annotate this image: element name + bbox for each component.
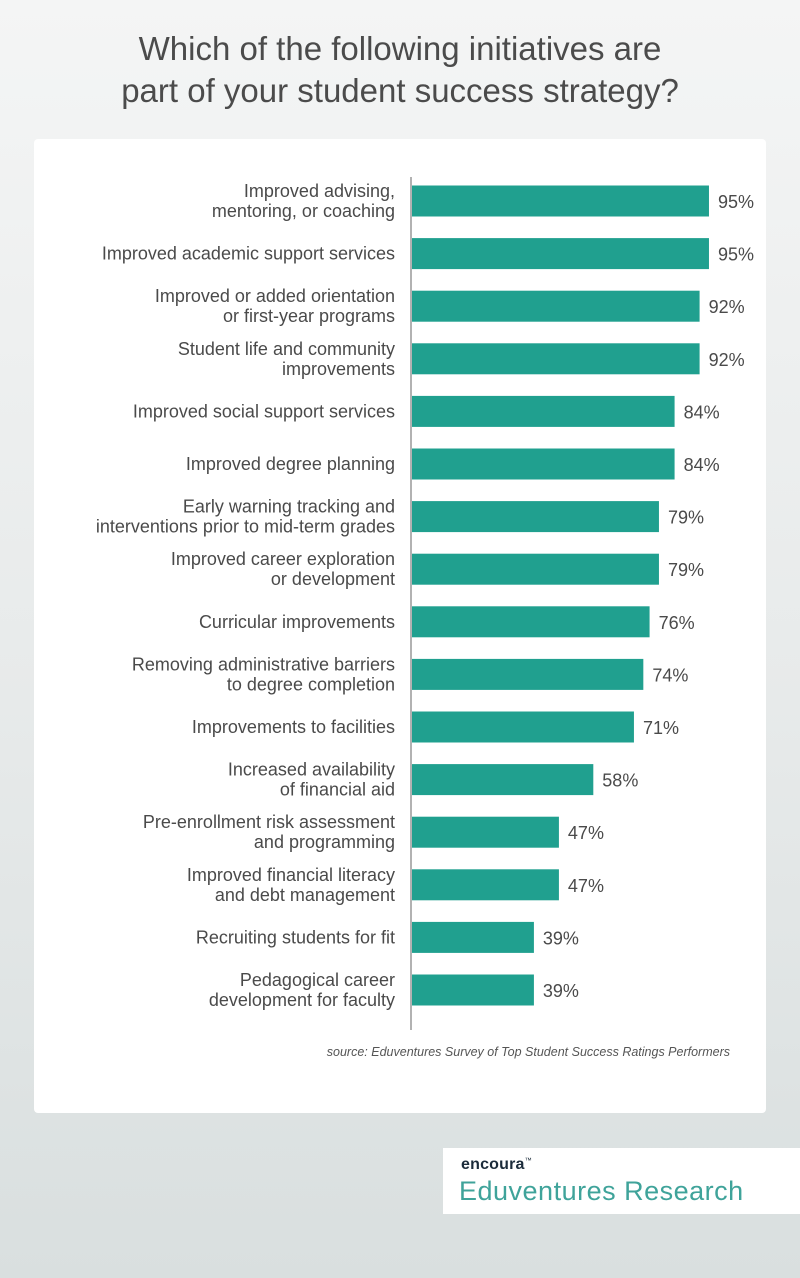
category-label-4-line-1: Student life and community (178, 339, 395, 359)
category-label-6-line-1: Improved degree planning (186, 454, 395, 474)
value-label-1: 95% (718, 192, 754, 212)
category-label-1: Improved advising, mentoring, or coaching (212, 181, 395, 221)
category-label-4-line-2: improvements (282, 359, 395, 379)
category-label-3-line-2: or first-year programs (223, 306, 395, 326)
bar-10 (412, 658, 644, 690)
category-label-16-line-1: Pedagogical career (240, 970, 395, 990)
value-label-16: 39% (543, 981, 579, 1001)
value-label-15: 39% (543, 928, 579, 948)
value-label-12: 58% (602, 771, 638, 791)
chart-title-line-1: Which of the following initiatives are (138, 30, 662, 67)
chart-title-line-2: part of your student success strategy? (121, 72, 679, 109)
category-label-7-line-2: interventions prior to mid-term grades (96, 517, 395, 537)
category-label-3-line-1: Improved or added orientation (155, 286, 395, 306)
category-label-2-line-1: Improved academic support services (102, 244, 395, 264)
category-label-16: Pedagogical career development for facult… (209, 970, 395, 1010)
bar-5 (412, 395, 675, 427)
category-label-16-line-2: development for faculty (209, 990, 395, 1010)
category-label-14-line-2: and debt management (215, 885, 395, 905)
category-label-7-line-1: Early warning tracking and (183, 497, 395, 517)
value-label-9: 76% (659, 613, 695, 633)
bar-3 (412, 290, 700, 322)
source-note: source: Eduventures Survey of Top Studen… (326, 1045, 730, 1059)
eduventures-research-name: Eduventures Research (459, 1176, 744, 1206)
category-label-8-line-2: or development (271, 569, 395, 589)
bar-8 (412, 553, 659, 585)
bar-11 (412, 711, 634, 743)
category-label-5-line-1: Improved social support services (133, 401, 395, 421)
value-label-14: 47% (568, 876, 604, 896)
category-label-2: Improved academic support services (102, 244, 395, 264)
category-label-12-line-2: of financial aid (280, 780, 395, 800)
category-label-15: Recruiting students for fit (196, 927, 395, 947)
category-label-8: Improved career exploration or developmen… (171, 549, 395, 589)
bar-9 (412, 606, 650, 638)
value-label-3: 92% (709, 297, 745, 317)
category-label-14: Improved financial literacy and debt mana… (187, 865, 395, 905)
bar-13 (412, 816, 559, 848)
category-label-7: Early warning tracking and interventions … (96, 497, 395, 537)
value-label-10: 74% (652, 665, 688, 685)
chart-title: Which of the following initiatives are p… (0, 28, 800, 112)
category-label-15-line-1: Recruiting students for fit (196, 927, 395, 947)
category-label-13-line-2: and programming (254, 832, 395, 852)
category-label-9: Curricular improvements (199, 612, 395, 632)
value-label-2: 95% (718, 245, 754, 265)
category-label-11-line-1: Improvements to facilities (192, 717, 395, 737)
encoura-wordmark-text: encoura (461, 1156, 525, 1173)
category-label-13-line-1: Pre-enrollment risk assessment (143, 812, 395, 832)
value-label-13: 47% (568, 823, 604, 843)
value-label-6: 84% (684, 455, 720, 475)
bar-7 (412, 501, 659, 533)
category-label-10-line-2: to degree completion (227, 674, 395, 694)
category-label-1-line-1: Improved advising, (244, 181, 395, 201)
value-label-7: 79% (668, 508, 704, 528)
category-label-12: Increased availability of financial aid (228, 760, 395, 800)
bar-16 (412, 974, 534, 1006)
bar-15 (412, 921, 534, 953)
chart-card: 95% Improved advising, mentoring, or coach… (34, 139, 766, 1113)
bar-6 (412, 448, 675, 480)
value-label-8: 79% (668, 560, 704, 580)
category-label-11: Improvements to facilities (192, 717, 395, 737)
bar-4 (412, 343, 700, 375)
category-label-13: Pre-enrollment risk assessment and progra… (143, 812, 395, 852)
category-label-8-line-1: Improved career exploration (171, 549, 395, 569)
category-label-10: Removing administrative barriers to degre… (132, 654, 395, 694)
category-label-5: Improved social support services (133, 401, 395, 421)
bar-chart: 95% Improved advising, mentoring, or coach… (96, 177, 754, 1030)
trademark-mark: ™ (524, 1157, 532, 1165)
value-label-4: 92% (709, 350, 745, 370)
value-label-11: 71% (643, 718, 679, 738)
category-label-6: Improved degree planning (186, 454, 395, 474)
category-label-14-line-1: Improved financial literacy (187, 865, 395, 885)
category-label-10-line-1: Removing administrative barriers (132, 654, 395, 674)
category-label-4: Student life and community improvements (178, 339, 395, 379)
category-label-3: Improved or added orientation or first-ye… (155, 286, 395, 326)
encoura-wordmark: encoura™ (461, 1156, 532, 1174)
category-label-12-line-1: Increased availability (228, 760, 395, 780)
brand-logo: encoura™ Eduventures Research (443, 1148, 800, 1214)
value-label-5: 84% (684, 402, 720, 422)
bar-14 (412, 869, 559, 901)
category-label-1-line-2: mentoring, or coaching (212, 201, 395, 221)
bar-2 (412, 238, 709, 270)
category-label-9-line-1: Curricular improvements (199, 612, 395, 632)
bar-12 (412, 764, 594, 796)
bar-1 (412, 185, 709, 217)
